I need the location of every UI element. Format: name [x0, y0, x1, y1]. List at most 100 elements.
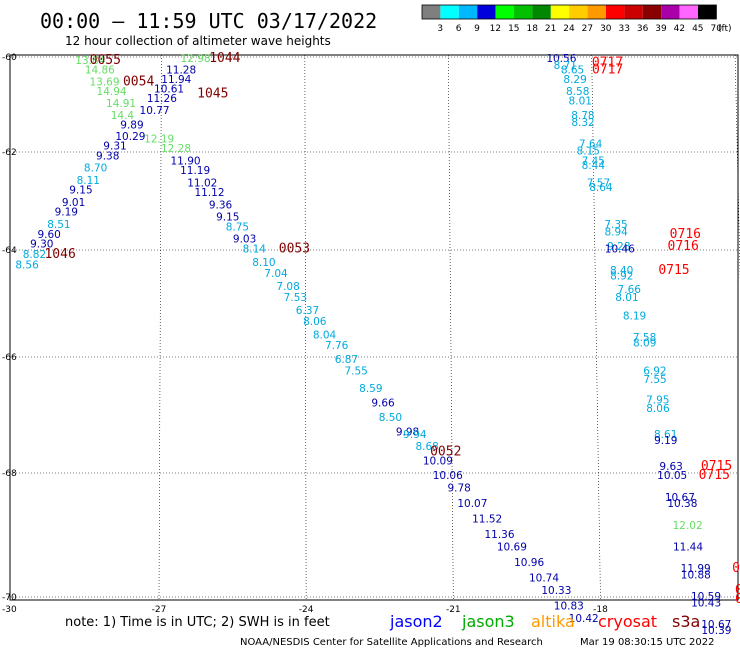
wave-height-value: 8.92 [610, 270, 633, 282]
legend-unit: (ft) [718, 24, 732, 34]
wave-height-value: 10.29 [115, 131, 145, 143]
wave-height-value: 8.10 [252, 257, 275, 269]
legend-bin-label: 36 [637, 24, 649, 34]
wave-height-value: 7.66 [618, 284, 642, 296]
wave-height-value: 10.69 [497, 542, 527, 554]
pass-id-label: 0714 [732, 561, 740, 576]
wave-height-value: 10.56 [546, 53, 576, 65]
map-plot-area: -60-62-64-66-68-70-27-24-21-18-15-30 13.… [2, 51, 740, 637]
pass-id-label: 0715 [699, 468, 730, 483]
wave-height-value: 8.40 [610, 265, 633, 277]
longitude-tick-label: -18 [593, 605, 608, 615]
wave-height-value: 9.38 [96, 150, 119, 162]
wave-height-value: 11.12 [194, 187, 224, 199]
wave-height-value: 9.63 [659, 461, 682, 473]
wave-height-value: 10.77 [140, 105, 170, 117]
wave-height-value: 7.76 [325, 340, 349, 352]
wave-height-value: 11.02 [187, 177, 217, 189]
wave-height-value: 10.07 [457, 498, 487, 510]
legend-bin-label: 3 [437, 24, 443, 34]
wave-height-value: 10.05 [657, 470, 687, 482]
longitude-tick-label: -21 [446, 605, 461, 615]
wave-height-value: 7.57 [587, 177, 610, 189]
pass-id-label: 0713 [735, 592, 740, 607]
legend-bin-label: 42 [674, 24, 685, 34]
pass-id-label: 0052 [430, 445, 461, 460]
wave-height-value: 7.95 [646, 394, 669, 406]
legend-swatch [458, 5, 478, 19]
pass-id-label: 0053 [279, 242, 310, 257]
legend-bin-label: 45 [692, 24, 703, 34]
wave-height-value: 13.69 [89, 77, 119, 89]
wave-height-value: 7.55 [643, 374, 666, 386]
wave-height-value: 11.94 [161, 74, 191, 86]
wave-height-value: 11.36 [484, 529, 514, 541]
legend-bin-label: 39 [655, 24, 667, 34]
latitude-tick-label: -70 [2, 593, 17, 603]
map-frame [9, 54, 739, 601]
legend-swatch [587, 5, 606, 19]
wave-height-value: 7.04 [264, 268, 288, 280]
wave-height-value: 13.84 [75, 55, 105, 67]
wave-height-value: 11.52 [472, 514, 502, 526]
longitude-gridline [304, 54, 307, 601]
wave-height-value: 8.75 [226, 221, 249, 233]
latitude-tick-label: -68 [2, 469, 17, 479]
latitude-tick-label: -60 [2, 53, 17, 63]
pass-id-label: 0715 [701, 459, 732, 474]
legend-bin-label: 30 [600, 24, 612, 34]
legend-swatch [698, 5, 717, 19]
wave-height-value: 9.36 [209, 199, 233, 211]
wave-height-value: 9.19 [654, 435, 677, 447]
wave-height-value: 8.68 [415, 441, 438, 453]
wave-height-value: 7.45 [582, 155, 605, 167]
wave-height-value: 8.01 [615, 292, 638, 304]
legend-swatch [477, 5, 496, 19]
pass-id-label: 0055 [90, 53, 121, 68]
satellite-s3a: s3a [672, 612, 700, 631]
legend-swatch [532, 5, 551, 19]
wave-height-value: 6.92 [643, 365, 666, 377]
legend-swatch [569, 5, 588, 19]
longitude-gridline [591, 54, 601, 601]
wave-height-value: 9.94 [403, 429, 427, 441]
wave-height-value: 10.67 [701, 619, 731, 631]
longitude-gridline [158, 54, 162, 601]
wave-height-value: 8.01 [569, 96, 592, 108]
legend-bin-label: 15 [508, 24, 519, 34]
wave-height-value: 8.14 [243, 244, 267, 256]
wave-height-value: 8.78 [571, 110, 594, 122]
wave-height-value: 8.71 [554, 60, 577, 72]
map-subtitle: 12 hour collection of altimeter wave hei… [65, 34, 331, 48]
legend-bin-label: 33 [618, 24, 629, 34]
wave-height-value: 9.31 [103, 141, 126, 153]
wave-height-value: 8.56 [15, 260, 39, 272]
note-text: note: 1) Time is in UTC; 2) SWH is in fe… [65, 615, 330, 630]
wave-height-value: 12.02 [673, 520, 703, 532]
legend-bin-label: 12 [490, 24, 501, 34]
wave-height-value: 9.60 [37, 229, 60, 241]
longitude-tick-label: -27 [152, 605, 167, 615]
legend-bin-label: 9 [474, 24, 480, 34]
wave-height-value: 11.28 [166, 65, 196, 77]
wave-height-value: 12.28 [161, 143, 191, 155]
wave-height-value: 8.29 [563, 74, 586, 86]
legend-bin-label: 18 [526, 24, 538, 34]
wave-height-value: 10.39 [701, 625, 731, 637]
wave-height-value: 7.08 [276, 281, 299, 293]
legend-swatch [422, 5, 441, 19]
satellite-legend: jason2 jason3 altika cryosat s3a [389, 612, 700, 631]
wave-height-value: 14.4 [111, 110, 135, 122]
pass-id-label: 0717 [592, 56, 623, 71]
wave-height-value: 8.50 [379, 412, 402, 424]
wave-height-value: 14.94 [97, 86, 127, 98]
wave-height-value: 11.99 [681, 563, 711, 575]
pass-id-label: 0715 [658, 263, 689, 278]
wave-height-value: 10.43 [691, 597, 721, 609]
wave-height-value: 6.87 [335, 354, 358, 366]
legend-bin-label: 70 [710, 24, 722, 34]
wave-height-value: 9.19 [55, 207, 78, 219]
wave-height-value: 10.83 [554, 600, 584, 612]
wave-height-value: 7.64 [579, 138, 603, 150]
